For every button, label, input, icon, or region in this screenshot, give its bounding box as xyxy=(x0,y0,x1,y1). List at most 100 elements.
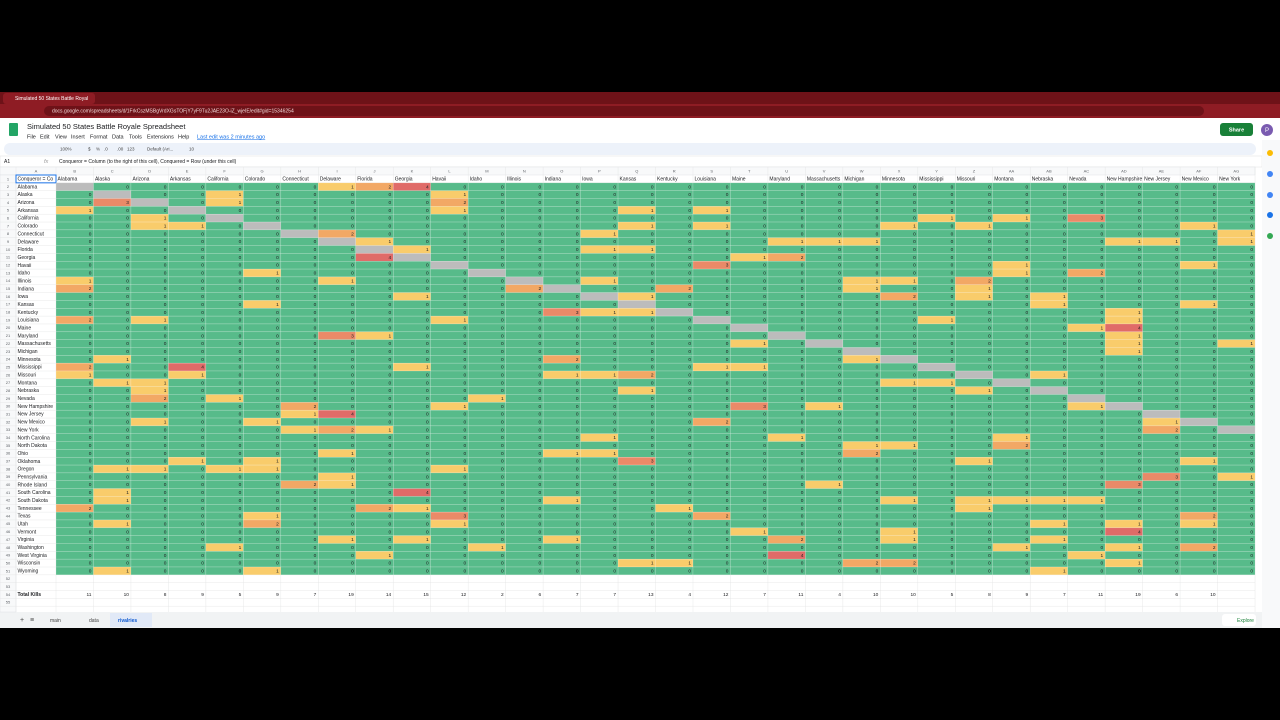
toolbar-item[interactable]: .00 xyxy=(117,147,124,152)
cell-value: 0 xyxy=(651,341,654,347)
active-tab[interactable] xyxy=(110,613,152,627)
cell-value: 0 xyxy=(89,349,92,355)
toolbar-item[interactable]: 10 xyxy=(189,147,195,152)
cell-value: 0 xyxy=(126,271,129,277)
cell-value: 0 xyxy=(1026,482,1029,488)
cell-value: 0 xyxy=(651,537,654,543)
cell-value: 0 xyxy=(763,553,766,559)
cell-value: 0 xyxy=(1138,200,1141,206)
cell-value: 3 xyxy=(1138,482,1141,488)
cell-value: 0 xyxy=(463,286,466,292)
cell-value: 0 xyxy=(913,435,916,441)
toolbar-item[interactable]: $ xyxy=(88,147,91,152)
omnibox[interactable] xyxy=(44,106,1204,116)
cell xyxy=(168,206,207,215)
cell-value: 0 xyxy=(126,420,129,426)
cell-value: 0 xyxy=(164,357,167,363)
column-header: Kansas xyxy=(620,177,637,183)
sheet-tab[interactable]: rivalries xyxy=(118,618,137,624)
cell-value: 0 xyxy=(1026,255,1029,261)
cell-value: 0 xyxy=(838,302,841,308)
row-number: 36 xyxy=(6,451,11,456)
explore-label[interactable]: Explore xyxy=(1237,618,1254,624)
side-icon[interactable] xyxy=(1267,212,1273,218)
cell-value: 0 xyxy=(276,200,279,206)
cell-value: 0 xyxy=(951,506,954,512)
toolbar-item[interactable]: 100% xyxy=(60,147,72,152)
browser-tab[interactable] xyxy=(3,93,95,104)
cell-value: 0 xyxy=(763,514,766,520)
side-icon[interactable] xyxy=(1267,150,1273,156)
cell-value: 0 xyxy=(538,365,541,371)
row-number: 11 xyxy=(6,255,11,260)
cell-value: 0 xyxy=(314,568,317,574)
cell xyxy=(692,402,731,411)
last-edit[interactable]: Last edit was 2 minutes ago xyxy=(197,134,265,140)
cell-value: 0 xyxy=(1250,372,1253,378)
cell-value: 0 xyxy=(426,435,429,441)
cell-value: 0 xyxy=(763,216,766,222)
cell-value: 2 xyxy=(538,286,541,292)
cell-value: 0 xyxy=(1063,318,1066,324)
cell-value: 0 xyxy=(613,553,616,559)
sheet-tab[interactable]: data xyxy=(89,618,99,624)
cell-value: 0 xyxy=(801,459,804,465)
menu-item[interactable]: Insert xyxy=(71,134,85,140)
cell-value: 0 xyxy=(1100,192,1103,198)
cell-value: 0 xyxy=(1026,490,1029,496)
cell-value: 0 xyxy=(501,514,504,520)
toolbar-item[interactable]: Default (Ari... xyxy=(147,147,173,152)
cell-value: 0 xyxy=(613,341,616,347)
cell-value: 1 xyxy=(1138,318,1141,324)
cell-value: 0 xyxy=(201,349,204,355)
row-number: 35 xyxy=(6,443,11,448)
cell-value: 0 xyxy=(239,255,242,261)
cell-value: 0 xyxy=(988,263,991,269)
side-icon[interactable] xyxy=(1267,233,1273,239)
cell-value: 0 xyxy=(89,459,92,465)
all-sheets[interactable]: ≡ xyxy=(30,617,34,624)
avatar[interactable] xyxy=(1261,124,1273,136)
share-label[interactable]: Share xyxy=(1229,127,1244,133)
total-value: 13 xyxy=(648,592,654,598)
side-icon[interactable] xyxy=(1267,192,1273,198)
menu-item[interactable]: Extensions xyxy=(147,134,174,140)
cell-value: 0 xyxy=(838,568,841,574)
cell-value: 0 xyxy=(1175,208,1178,214)
column-header: Alabama xyxy=(58,177,78,183)
cell-value: 1 xyxy=(89,278,92,284)
menu-item[interactable]: Edit xyxy=(40,134,50,140)
menu-item[interactable]: Help xyxy=(178,134,189,140)
cell-value: 0 xyxy=(1250,278,1253,284)
side-icon[interactable] xyxy=(1267,171,1273,177)
cell-value: 0 xyxy=(763,451,766,457)
toolbar-item[interactable]: 123 xyxy=(127,147,135,152)
cell-value: 0 xyxy=(1026,357,1029,363)
cell-value: 0 xyxy=(688,247,691,253)
cell-value: 0 xyxy=(838,451,841,457)
cell-value: 0 xyxy=(951,278,954,284)
menu-item[interactable]: Data xyxy=(112,134,125,140)
cell-value: 0 xyxy=(951,561,954,567)
cell-value: 0 xyxy=(838,208,841,214)
sheet-tab[interactable]: main xyxy=(50,618,61,624)
explore-button[interactable] xyxy=(1222,614,1256,626)
cell-value: 0 xyxy=(726,435,729,441)
cell-value: 0 xyxy=(426,325,429,331)
menu-item[interactable]: Tools xyxy=(129,134,142,140)
toolbar-item[interactable]: .0 xyxy=(104,147,108,152)
cell-value: 0 xyxy=(389,420,392,426)
menu-item[interactable]: View xyxy=(55,134,67,140)
cell-value: 2 xyxy=(89,506,92,512)
cell-value: 0 xyxy=(239,521,242,527)
cell-value: 1 xyxy=(426,506,429,512)
cell-value: 0 xyxy=(1138,255,1141,261)
add-sheet[interactable]: + xyxy=(20,617,24,624)
share-button[interactable] xyxy=(1220,123,1253,136)
menu-item[interactable]: Format xyxy=(90,134,108,140)
menu-item[interactable]: File xyxy=(27,134,36,140)
total-value: 10 xyxy=(873,592,879,598)
sheets-logo[interactable] xyxy=(9,123,18,136)
cell-value: 0 xyxy=(89,568,92,574)
toolbar-item[interactable]: % xyxy=(96,147,100,152)
